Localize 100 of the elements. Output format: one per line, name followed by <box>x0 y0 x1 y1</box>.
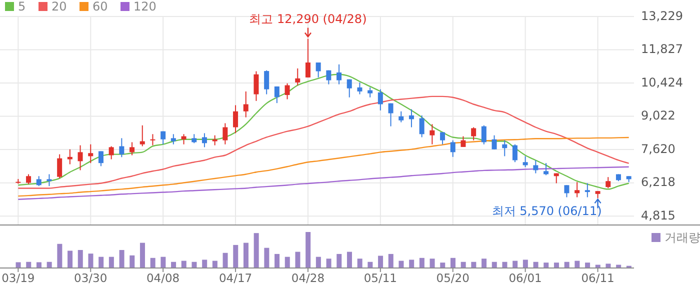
candlestick <box>212 134 218 146</box>
candlestick <box>460 136 466 148</box>
candlestick <box>192 134 197 144</box>
bar <box>212 260 218 268</box>
line-series <box>18 166 630 200</box>
bar <box>181 260 186 268</box>
candlestick <box>440 132 446 145</box>
bar <box>130 255 135 268</box>
bar <box>574 260 580 268</box>
bar <box>398 260 404 268</box>
candlestick <box>481 124 486 145</box>
bar <box>68 250 73 268</box>
candlestick <box>108 146 114 160</box>
candlestick <box>233 104 238 134</box>
candlestick <box>378 88 383 111</box>
bar <box>119 250 124 268</box>
bar <box>316 256 321 268</box>
annotation: 최저 5,570 (06/11) <box>492 204 602 218</box>
bar <box>409 260 414 268</box>
bar <box>284 256 290 268</box>
bar <box>140 242 145 268</box>
candlestick <box>471 126 476 141</box>
candlestick <box>88 144 94 164</box>
bar <box>233 244 238 268</box>
candlestick <box>584 182 590 198</box>
candlestick <box>368 86 373 98</box>
bar <box>36 262 42 268</box>
y-tick-label: 11,827 <box>641 42 683 56</box>
candlestick <box>150 134 156 146</box>
legend-label: 60 <box>92 0 108 14</box>
x-tick-label: 05/20 <box>436 271 470 285</box>
x-tick-label: 04/28 <box>291 271 325 285</box>
candlestick <box>512 144 518 163</box>
candlestick <box>67 148 72 165</box>
bar <box>326 258 332 268</box>
candlestick <box>398 110 404 123</box>
candlestick <box>408 108 414 128</box>
candlestick <box>130 142 135 156</box>
bar <box>243 242 248 268</box>
candlestick <box>284 82 290 100</box>
candlestick <box>78 144 83 171</box>
candlestick <box>544 162 549 176</box>
bar <box>150 258 156 268</box>
x-tick-label: 03/19 <box>2 271 35 285</box>
bar <box>336 254 342 268</box>
bar <box>16 262 21 268</box>
candlestick <box>160 130 166 145</box>
bar <box>533 262 538 268</box>
candlestick <box>202 132 207 148</box>
bar <box>160 256 166 268</box>
x-tick-label: 05/11 <box>364 271 398 285</box>
bar <box>430 258 435 268</box>
bar <box>306 232 311 268</box>
candlestick <box>264 70 270 95</box>
candlestick <box>98 150 104 167</box>
bar <box>482 258 487 268</box>
bar <box>46 262 52 268</box>
candlestick <box>222 122 228 145</box>
bar <box>368 262 373 268</box>
y-tick-label: 9,022 <box>641 108 676 123</box>
bar <box>388 254 394 268</box>
candlestick <box>388 102 394 127</box>
candlestick <box>305 38 310 78</box>
bar <box>202 260 208 268</box>
legend-label: 거래량 <box>664 230 700 244</box>
bar <box>544 262 549 268</box>
bar <box>512 260 518 268</box>
candlestick <box>450 140 456 158</box>
candlestick <box>606 176 611 189</box>
bar <box>26 262 32 268</box>
candlestick <box>140 124 145 147</box>
bar <box>171 262 176 268</box>
legend-label: 120 <box>134 0 156 14</box>
bar <box>108 256 114 268</box>
legend-label: 20 <box>52 0 67 14</box>
candlestick <box>574 182 580 198</box>
candlestick <box>502 140 508 157</box>
y-tick-label: 6,218 <box>641 175 676 190</box>
candlestick <box>274 86 280 104</box>
bar <box>522 260 528 268</box>
y-tick-label: 13,229 <box>641 8 683 23</box>
candlestick <box>26 174 32 185</box>
candlestick <box>492 134 497 150</box>
x-tick-label: 04/08 <box>146 271 180 285</box>
candlestick <box>57 154 62 179</box>
candlestick <box>316 62 321 78</box>
candlestick <box>430 124 435 145</box>
bar <box>492 262 497 268</box>
bar <box>57 244 62 268</box>
y-tick-label: 7,620 <box>641 142 676 156</box>
candlestick <box>181 134 186 145</box>
legend-label: 5 <box>18 0 26 14</box>
x-tick-label: 03/30 <box>74 271 108 285</box>
candlestick <box>326 70 332 85</box>
annotation: 최고 12,290 (04/28) <box>249 12 367 26</box>
bar <box>192 262 197 268</box>
bar <box>222 252 228 268</box>
bar <box>346 252 352 268</box>
bar <box>471 262 476 268</box>
bar <box>502 262 508 268</box>
